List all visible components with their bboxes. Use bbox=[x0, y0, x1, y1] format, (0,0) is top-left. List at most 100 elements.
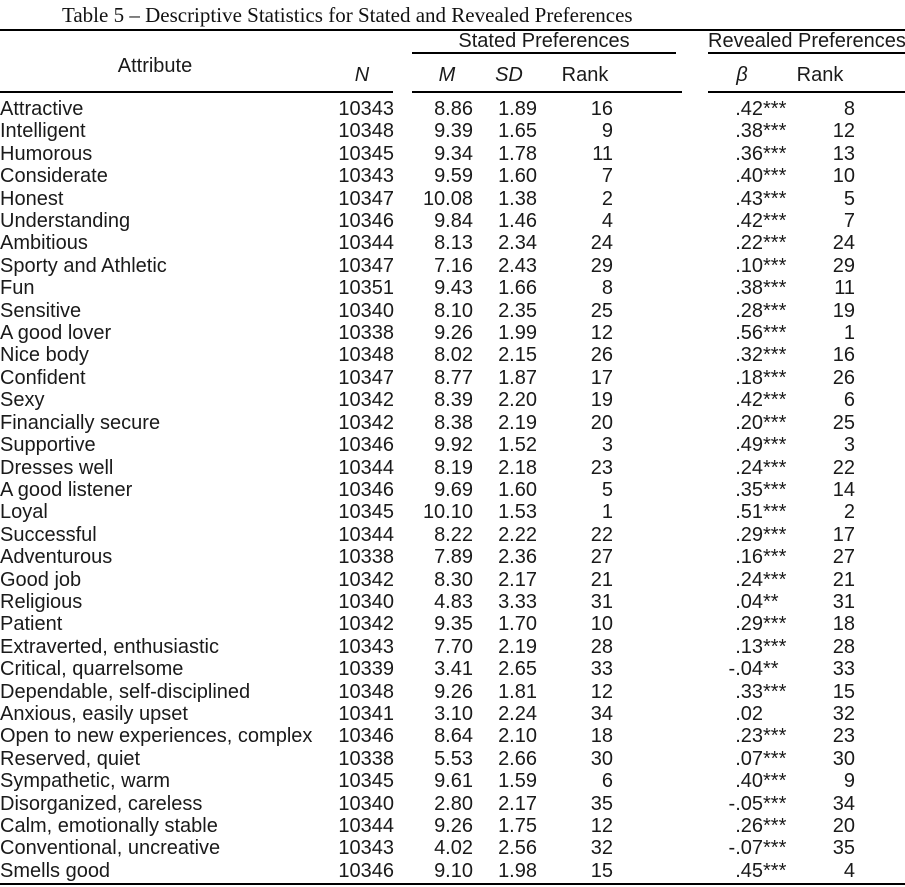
attribute-cell: Considerate bbox=[0, 165, 108, 188]
beta-value: .16 bbox=[735, 546, 763, 569]
revealed-rank-cell: 4 bbox=[843, 859, 855, 882]
table-row: Fun 10351 9.43 1.66 8 .38*** 11 bbox=[0, 277, 905, 299]
spacer-cell bbox=[855, 703, 905, 725]
stated-rank-cell: 8 bbox=[601, 277, 613, 300]
attribute-cell: Honest bbox=[0, 187, 64, 210]
significance-stars: *** bbox=[763, 501, 787, 524]
stated-rank-cell: 1 bbox=[601, 501, 613, 524]
stated-rank-cell: 7 bbox=[601, 165, 613, 188]
stated-rank-cell: 24 bbox=[590, 232, 613, 255]
attribute-cell: Financially secure bbox=[0, 411, 161, 434]
revealed-rank-cell: 2 bbox=[843, 501, 855, 524]
spacer-cell bbox=[855, 120, 905, 142]
mean-cell: 4.02 bbox=[434, 837, 473, 860]
significance-stars: *** bbox=[763, 680, 787, 703]
beta-cell: .49*** bbox=[613, 434, 790, 456]
mean-cell: 7.70 bbox=[434, 635, 473, 658]
spacer-cell bbox=[855, 748, 905, 770]
spacer-cell bbox=[855, 524, 905, 546]
table-row: Financially secure 10342 8.38 2.19 20 .2… bbox=[0, 412, 905, 434]
table-row: Anxious, easily upset 10341 3.10 2.24 34… bbox=[0, 703, 905, 725]
sd-cell: 1.81 bbox=[498, 680, 537, 703]
significance-stars: *** bbox=[763, 142, 787, 165]
stated-rank-cell: 18 bbox=[590, 725, 613, 748]
revealed-rank-cell: 7 bbox=[843, 210, 855, 233]
beta-cell: .18*** bbox=[613, 367, 790, 389]
n-cell: 10348 bbox=[338, 120, 394, 143]
table-row: Critical, quarrelsome 10339 3.41 2.65 33… bbox=[0, 658, 905, 680]
revealed-rank-cell: 8 bbox=[843, 98, 855, 120]
n-cell: 10340 bbox=[338, 792, 394, 815]
mean-cell: 4.83 bbox=[434, 590, 473, 613]
stated-rank-cell: 17 bbox=[590, 366, 613, 389]
n-cell: 10346 bbox=[338, 725, 394, 748]
revealed-rank-cell: 10 bbox=[832, 165, 855, 188]
table-row: Successful 10344 8.22 2.22 22 .29*** 17 bbox=[0, 524, 905, 546]
significance-stars: *** bbox=[763, 546, 787, 569]
column-header-sd: SD bbox=[495, 64, 523, 86]
table-row: Humorous 10345 9.34 1.78 11 .36*** 13 bbox=[0, 143, 905, 165]
revealed-rank-cell: 26 bbox=[832, 366, 855, 389]
significance-stars: *** bbox=[763, 635, 787, 658]
spacer-cell bbox=[855, 860, 905, 882]
spacer-cell bbox=[855, 501, 905, 523]
attribute-cell: Patient bbox=[0, 613, 63, 636]
beta-value: .38 bbox=[735, 277, 763, 300]
significance-stars: ** bbox=[763, 590, 779, 613]
stated-rank-cell: 23 bbox=[590, 456, 613, 479]
sd-cell: 2.22 bbox=[498, 523, 537, 546]
table-body: Attractive 10343 8.86 1.89 16 .42*** 8 I… bbox=[0, 98, 905, 882]
stated-rank-cell: 9 bbox=[601, 120, 613, 143]
significance-stars: *** bbox=[763, 120, 787, 143]
beta-cell: .40*** bbox=[613, 770, 790, 792]
table-row: Reserved, quiet 10338 5.53 2.66 30 .07**… bbox=[0, 748, 905, 770]
significance-stars: *** bbox=[763, 389, 787, 412]
revealed-rank-cell: 30 bbox=[832, 747, 855, 770]
n-cell: 10344 bbox=[338, 815, 394, 837]
mean-cell: 8.22 bbox=[434, 523, 473, 546]
mean-cell: 5.53 bbox=[434, 747, 473, 770]
sd-cell: 2.19 bbox=[498, 411, 537, 434]
table-title: Table 5 – Descriptive Statistics for Sta… bbox=[62, 3, 633, 27]
spacer-cell bbox=[855, 300, 905, 322]
table-row: Loyal 10345 10.10 1.53 1 .51*** 2 bbox=[0, 501, 905, 523]
sd-cell: 2.19 bbox=[498, 635, 537, 658]
beta-value: .23 bbox=[735, 725, 763, 748]
beta-cell: .45*** bbox=[613, 860, 790, 882]
beta-cell: .32*** bbox=[613, 344, 790, 366]
attribute-cell: Supportive bbox=[0, 434, 96, 457]
n-cell: 10347 bbox=[338, 254, 394, 277]
stated-rank-cell: 30 bbox=[590, 747, 613, 770]
stated-rank-cell: 3 bbox=[601, 434, 613, 457]
beta-cell: .24*** bbox=[613, 569, 790, 591]
n-cell: 10342 bbox=[338, 389, 394, 412]
attribute-cell: Dependable, self-disciplined bbox=[0, 680, 251, 703]
beta-value: .42 bbox=[735, 210, 763, 233]
n-cell: 10348 bbox=[338, 344, 394, 367]
beta-value: .24 bbox=[735, 456, 763, 479]
revealed-rank-cell: 11 bbox=[834, 277, 855, 300]
table-row: A good lover 10338 9.26 1.99 12 .56*** 1 bbox=[0, 322, 905, 344]
n-cell: 10346 bbox=[338, 859, 394, 882]
n-cell: 10342 bbox=[338, 411, 394, 434]
attribute-cell: Successful bbox=[0, 523, 97, 546]
mean-cell: 8.13 bbox=[434, 232, 473, 255]
n-cell: 10346 bbox=[338, 210, 394, 233]
spacer-cell bbox=[855, 815, 905, 837]
stated-rank-cell: 12 bbox=[590, 815, 613, 837]
table-row: Sensitive 10340 8.10 2.35 25 .28*** 19 bbox=[0, 300, 905, 322]
mean-cell: 9.10 bbox=[434, 859, 473, 882]
n-cell: 10345 bbox=[338, 501, 394, 524]
mean-cell: 8.10 bbox=[434, 299, 473, 322]
beta-cell: .20*** bbox=[613, 412, 790, 434]
n-cell: 10340 bbox=[338, 590, 394, 613]
sd-cell: 2.24 bbox=[498, 702, 537, 725]
stated-rank-cell: 29 bbox=[590, 254, 613, 277]
table-row: Smells good 10346 9.10 1.98 15 .45*** 4 bbox=[0, 860, 905, 882]
spacer-cell bbox=[855, 165, 905, 187]
attribute-cell: Open to new experiences, complex bbox=[0, 725, 313, 748]
column-header-beta: β bbox=[736, 64, 748, 86]
significance-stars: *** bbox=[763, 568, 787, 591]
n-cell: 10347 bbox=[338, 187, 394, 210]
